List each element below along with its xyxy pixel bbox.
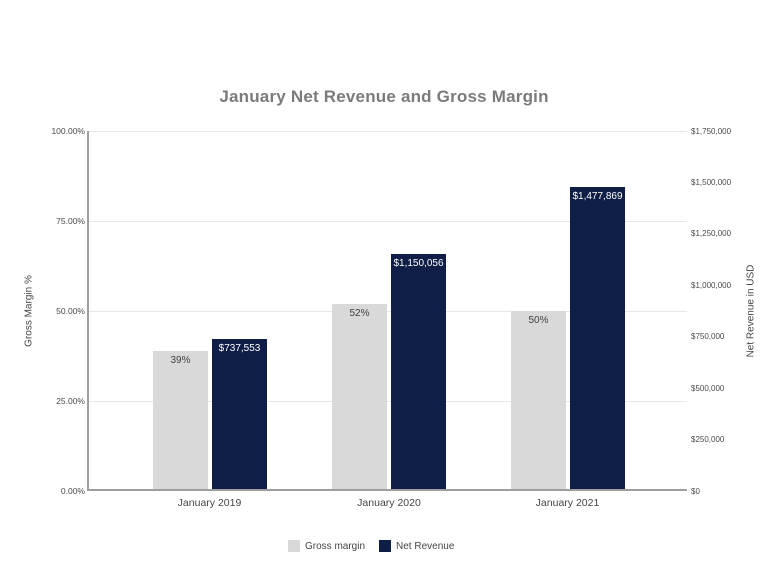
x-axis-label: January 2021	[535, 497, 600, 509]
bar-value-label: $737,553	[218, 343, 261, 354]
legend-item: Gross margin	[288, 540, 365, 552]
gridline	[89, 401, 687, 402]
right-axis-tick: $1,000,000	[691, 280, 732, 290]
x-axis-line	[87, 489, 687, 491]
left-axis-tick: 25.00%	[56, 396, 85, 406]
gridline	[89, 221, 687, 222]
legend-swatch-icon	[288, 540, 300, 552]
bar-value-label: 52%	[349, 308, 370, 319]
gridline	[89, 311, 687, 312]
plot-area: 39% $737,553 52% $1,150,056 50% $1,477,869	[89, 131, 687, 491]
legend-item: Net Revenue	[379, 540, 454, 552]
chart-title: January Net Revenue and Gross Margin	[219, 87, 549, 106]
bar-value-label: $1,150,056	[393, 258, 444, 269]
bar-net-revenue	[570, 187, 625, 491]
bar-net-revenue	[391, 254, 446, 491]
right-axis-tick: $1,250,000	[691, 229, 732, 239]
right-axis-title: Net Revenue in USD	[745, 264, 757, 358]
gridline	[89, 131, 687, 132]
bar-gross-margin	[153, 351, 208, 491]
left-axis-tick: 100.00%	[51, 126, 85, 136]
x-axis-label: January 2020	[357, 497, 421, 509]
bar-gross-margin	[511, 311, 566, 491]
left-axis-tick: 75.00%	[56, 216, 85, 226]
bar-value-label: $1,477,869	[572, 191, 623, 202]
right-axis-tick: $500,000	[691, 383, 725, 393]
right-axis-tick: $1,750,000	[691, 126, 732, 136]
right-axis-tick: $250,000	[691, 435, 725, 445]
left-axis-tick: 0.00%	[60, 486, 85, 496]
bar-value-label: 50%	[528, 315, 549, 326]
bar-value-label: 39%	[170, 355, 191, 366]
right-axis-tick: $750,000	[691, 332, 725, 342]
legend-label: Net Revenue	[396, 540, 455, 552]
x-axis-label: January 2019	[177, 497, 242, 509]
left-axis-tick: 50.00%	[56, 306, 85, 316]
right-axis-tick: $0	[691, 486, 700, 496]
legend-label: Gross margin	[305, 540, 366, 552]
legend: Gross margin Net Revenue	[288, 540, 454, 552]
right-axis-tick: $1,500,000	[691, 177, 732, 187]
bar-net-revenue	[212, 339, 267, 491]
legend-swatch-icon	[379, 540, 392, 552]
left-axis-line	[87, 131, 89, 491]
bar-gross-margin	[332, 304, 387, 491]
